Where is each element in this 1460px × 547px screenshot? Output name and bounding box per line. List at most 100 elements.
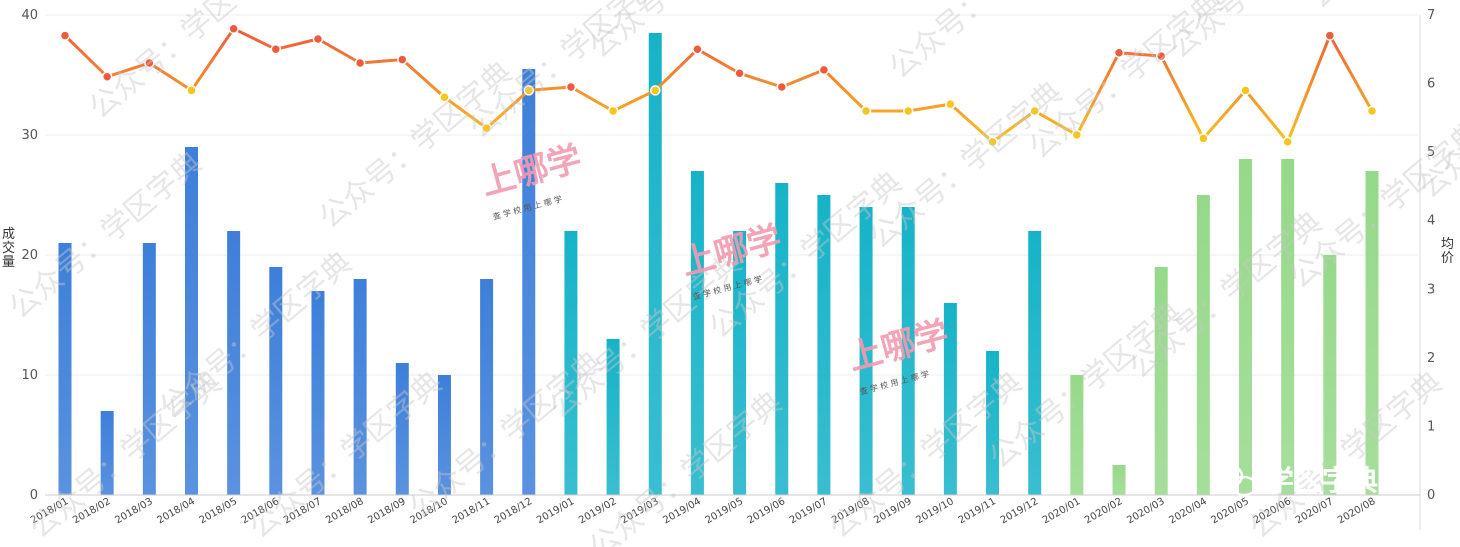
y-axis-left-tick: 20	[21, 248, 38, 263]
bar[interactable]	[184, 147, 198, 495]
y-axis-right-tick: 0	[1427, 488, 1435, 503]
x-axis-tick: 2018/04	[156, 496, 197, 526]
bar[interactable]	[1028, 231, 1042, 495]
watermark-text: 公众号：学区字典	[83, 0, 289, 126]
line-point[interactable]	[59, 30, 71, 41]
x-axis-tick: 2018/12	[493, 496, 534, 526]
watermark-text: 公众号：学区字典	[313, 55, 519, 236]
line-point[interactable]	[228, 23, 239, 34]
bar[interactable]	[1070, 375, 1084, 495]
bar[interactable]	[859, 207, 873, 495]
y-axis-right-tick: 3	[1427, 282, 1435, 297]
x-axis-tick: 2020/02	[1083, 496, 1124, 526]
bar[interactable]	[395, 363, 409, 495]
watermark-text: 公众号：学区字典	[3, 145, 209, 326]
x-axis-tick: 2019/07	[788, 496, 829, 526]
line-point[interactable]	[945, 98, 956, 110]
bar[interactable]	[986, 351, 1000, 495]
line-point[interactable]	[1366, 105, 1378, 117]
bar[interactable]	[1323, 255, 1337, 495]
line-point[interactable]	[144, 57, 155, 69]
bar[interactable]	[1154, 267, 1168, 495]
x-axis-tick: 2019/12	[999, 496, 1040, 526]
x-axis-tick: 2019/10	[914, 496, 955, 526]
line-point[interactable]	[650, 85, 661, 96]
line-point[interactable]	[607, 105, 619, 117]
bar[interactable]	[564, 231, 578, 495]
line-point[interactable]	[1324, 30, 1336, 41]
bar[interactable]	[1239, 159, 1253, 495]
bar[interactable]	[437, 375, 451, 495]
line-point[interactable]	[565, 81, 577, 93]
line-point[interactable]	[439, 92, 450, 103]
bar[interactable]	[311, 291, 325, 495]
line-point[interactable]	[692, 44, 703, 55]
line-point[interactable]	[270, 44, 282, 55]
bar[interactable]	[690, 171, 704, 495]
bar[interactable]	[353, 279, 367, 495]
x-axis-tick: 2020/01	[1041, 496, 1082, 526]
y-axis-right-tick: 2	[1427, 351, 1435, 366]
x-axis-tick: 2019/06	[746, 496, 787, 526]
bar[interactable]	[733, 231, 747, 495]
line-point[interactable]	[776, 81, 787, 93]
x-axis-ticks: 2018/01 2018/02 2018/03 2018/04 2018/05 2018/…	[29, 496, 1377, 526]
line-point[interactable]	[1071, 129, 1083, 141]
line-point[interactable]	[1282, 136, 1293, 148]
watermark-text: 公众号：学区字典	[883, 0, 1089, 86]
bar[interactable]	[269, 267, 283, 495]
bar[interactable]	[227, 231, 241, 495]
y-axis-right-tick: 1	[1427, 419, 1435, 434]
bar[interactable]	[817, 195, 831, 495]
x-axis-tick: 2018/09	[366, 496, 407, 526]
watermark-text: 公众号：学区字典	[863, 75, 1069, 256]
wechat-icon	[1212, 463, 1258, 497]
brand-name: 学区字典	[1266, 464, 1378, 497]
line-point[interactable]	[523, 85, 535, 96]
line-point[interactable]	[1029, 105, 1040, 117]
line-point[interactable]	[860, 105, 872, 117]
line-point[interactable]	[186, 85, 197, 96]
y-axis-right-tick: 5	[1427, 145, 1435, 160]
line-point[interactable]	[481, 122, 492, 134]
x-axis-tick: 2019/11	[957, 496, 998, 526]
line-point[interactable]	[101, 71, 113, 82]
x-axis-tick: 2020/04	[1167, 496, 1208, 526]
bar[interactable]	[606, 339, 620, 495]
x-axis-tick: 2020/03	[1125, 496, 1166, 526]
bar[interactable]	[775, 183, 789, 495]
watermark-text: 公众号：学区字典	[1303, 0, 1460, 16]
y-axis-left-tick: 10	[21, 368, 38, 383]
line-point[interactable]	[987, 136, 998, 148]
bar[interactable]	[522, 69, 536, 495]
line-point[interactable]	[1240, 85, 1251, 96]
bar[interactable]	[480, 279, 494, 495]
x-axis-tick: 2019/01	[535, 496, 576, 526]
line-point[interactable]	[1198, 133, 1209, 144]
watermark-text: 公众号：学区字典	[743, 0, 949, 6]
line-point[interactable]	[818, 64, 830, 76]
bar[interactable]	[943, 303, 957, 495]
line-series	[59, 23, 1378, 148]
bar[interactable]	[58, 243, 72, 495]
bar-series	[58, 33, 1379, 495]
line-point[interactable]	[1155, 50, 1167, 62]
line-point[interactable]	[902, 105, 914, 117]
bar[interactable]	[648, 33, 662, 495]
bar[interactable]	[1365, 171, 1379, 495]
bar[interactable]	[100, 411, 114, 495]
x-axis-tick: 2018/05	[198, 496, 239, 526]
y-axis-left-tick: 0	[30, 488, 38, 503]
bar[interactable]	[142, 243, 156, 495]
bar[interactable]	[1196, 195, 1210, 495]
bar[interactable]	[1281, 159, 1295, 495]
line-point[interactable]	[1113, 47, 1125, 58]
line-point[interactable]	[312, 33, 324, 45]
line-point[interactable]	[734, 68, 745, 79]
line-point[interactable]	[397, 54, 408, 65]
bar[interactable]	[1112, 465, 1126, 495]
line-point[interactable]	[354, 57, 366, 69]
bar[interactable]	[901, 207, 915, 495]
